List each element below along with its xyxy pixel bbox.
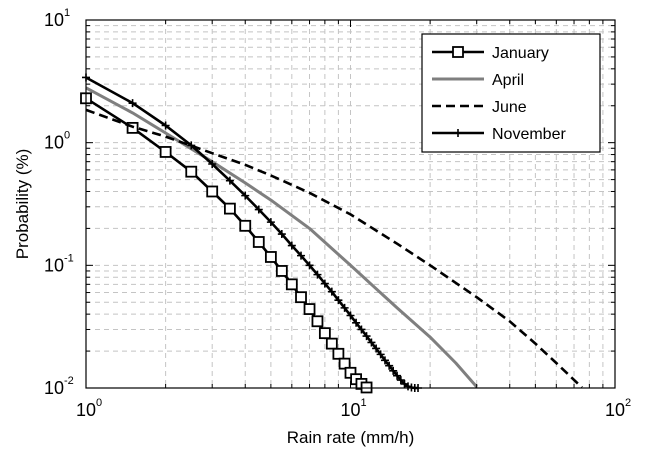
data-point xyxy=(254,237,264,247)
y-tick-label-exponent: -2 xyxy=(64,375,74,387)
y-tick-label: 10 xyxy=(44,10,64,30)
x-tick-label-exponent: 2 xyxy=(625,397,631,409)
x-tick-label: 10 xyxy=(76,400,96,420)
data-point xyxy=(266,252,276,262)
x-tick-label: 10 xyxy=(341,400,361,420)
y-tick-label-exponent: -1 xyxy=(64,252,74,264)
x-tick-label: 10 xyxy=(605,400,625,420)
x-tick-label-exponent: 0 xyxy=(96,397,102,409)
data-point xyxy=(240,221,250,231)
data-point xyxy=(186,167,196,177)
y-tick-label: 10 xyxy=(44,133,64,153)
data-point xyxy=(287,279,297,289)
legend-label: January xyxy=(492,45,549,62)
legend-label: June xyxy=(492,99,527,116)
data-point xyxy=(225,204,235,214)
series-january xyxy=(81,93,372,392)
data-point xyxy=(296,292,306,302)
data-point xyxy=(312,316,322,326)
data-point xyxy=(161,147,171,157)
data-point xyxy=(320,328,330,338)
y-tick-label: 10 xyxy=(44,378,64,398)
y-tick-label-exponent: 1 xyxy=(64,7,70,19)
legend-label: November xyxy=(492,126,566,143)
x-axis-label: Rain rate (mm/h) xyxy=(287,428,415,447)
y-axis-label: Probability (%) xyxy=(13,149,32,260)
legend: January April June November xyxy=(422,34,600,152)
legend-marker xyxy=(453,47,463,57)
data-point xyxy=(277,266,287,276)
y-tick-label: 10 xyxy=(44,255,64,275)
data-point xyxy=(207,186,217,196)
data-point xyxy=(305,304,315,314)
x-tick-label-exponent: 1 xyxy=(361,397,367,409)
data-point xyxy=(333,349,343,359)
legend-label: April xyxy=(492,72,524,89)
y-tick-label-exponent: 0 xyxy=(64,130,70,142)
data-point xyxy=(327,339,337,349)
